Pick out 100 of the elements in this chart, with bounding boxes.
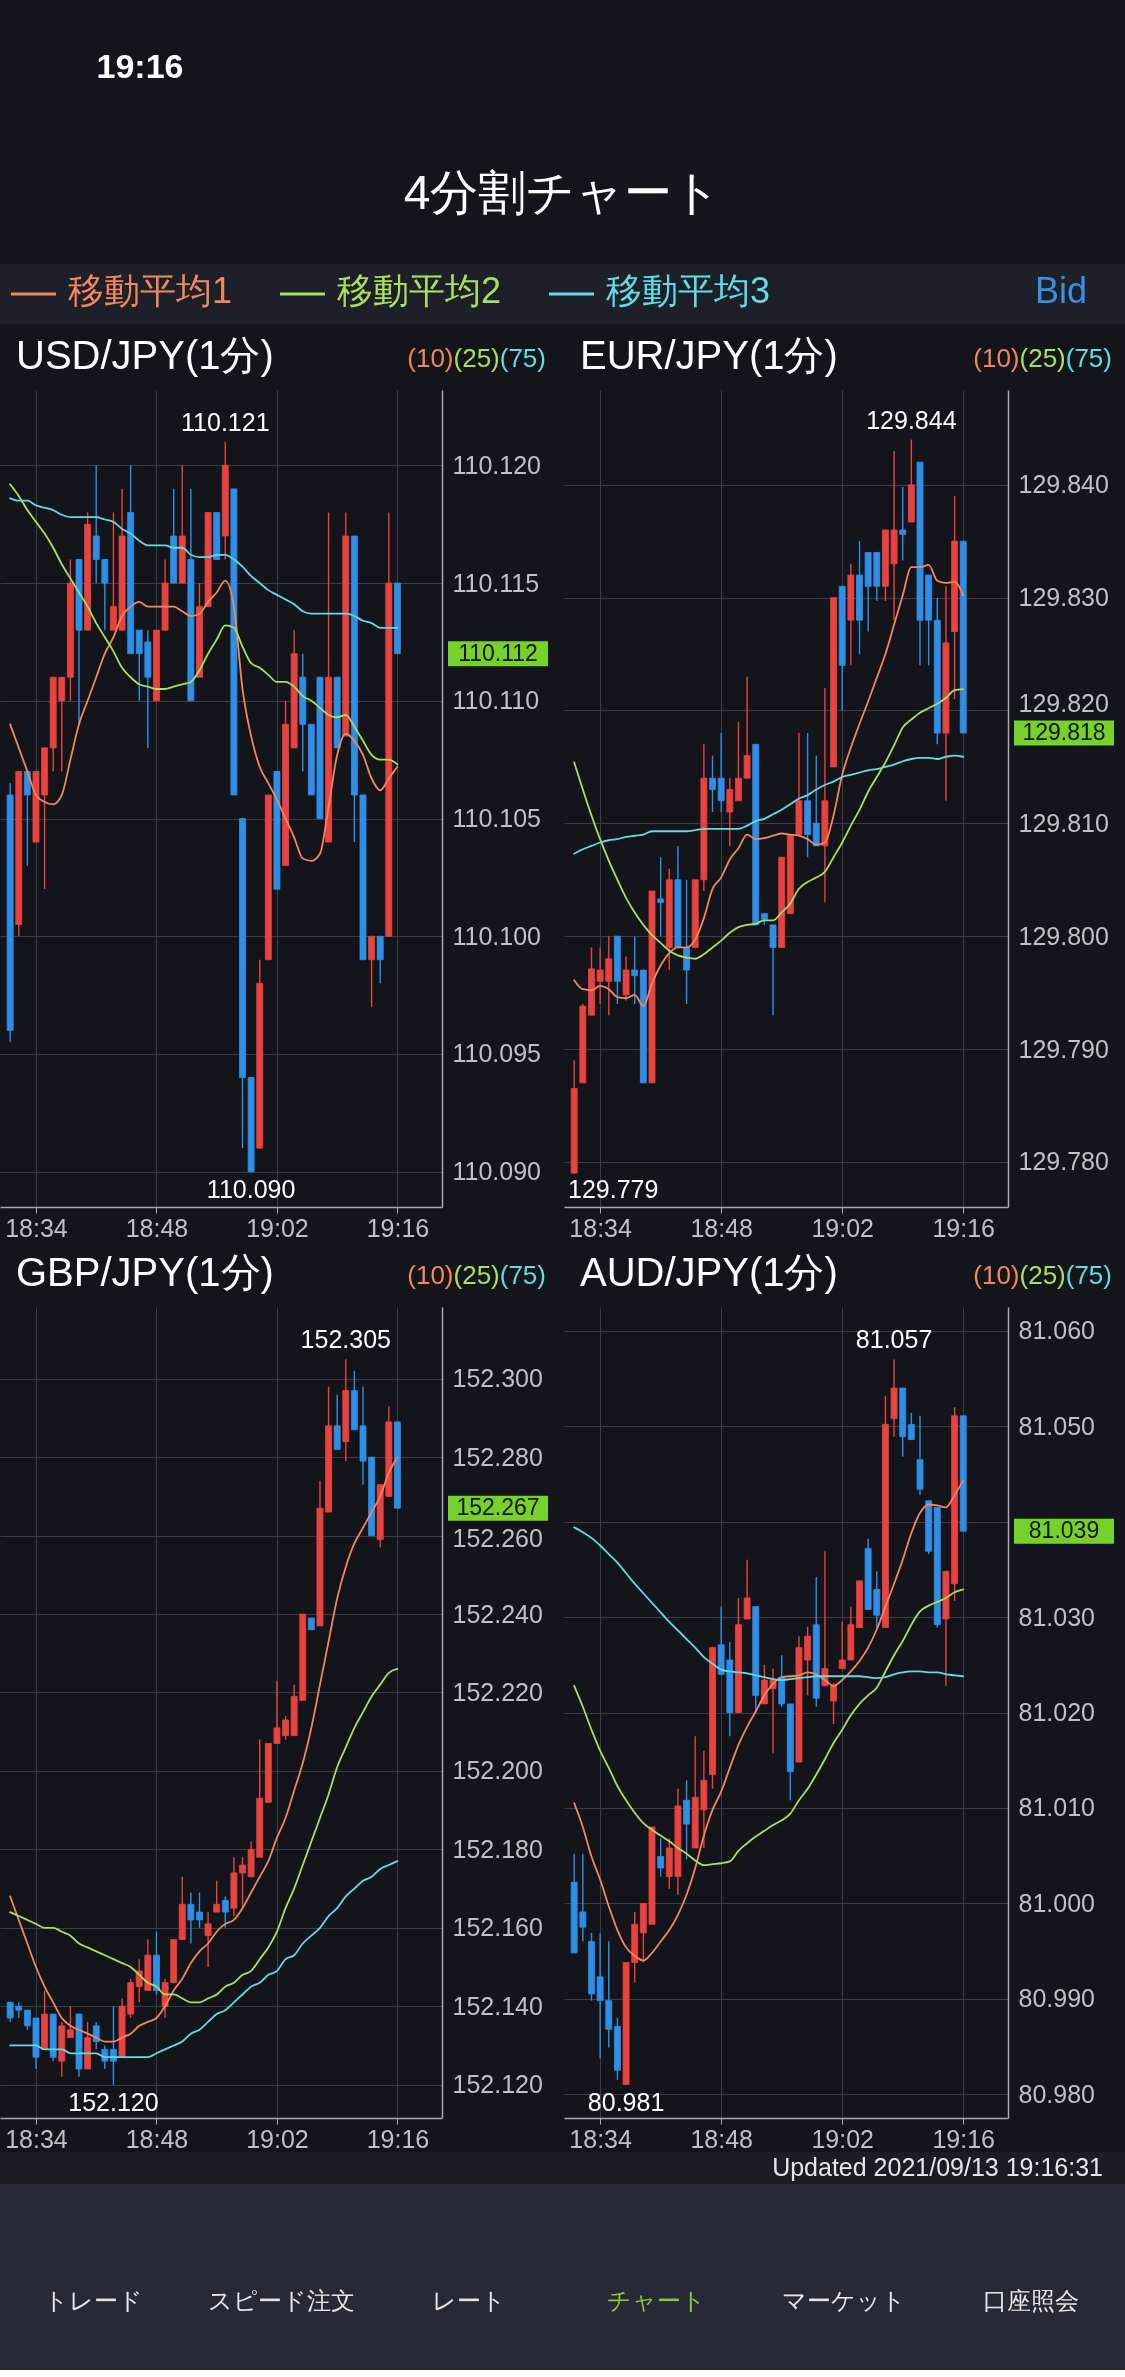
text: マーケット xyxy=(781,2287,906,2314)
y-tick-label: 129.810 xyxy=(1018,808,1109,837)
candlestick xyxy=(333,1393,341,1451)
legend-label: 移動平均2 xyxy=(337,270,502,311)
text: 4分割チャート xyxy=(403,166,722,219)
y-tick-label: 152.220 xyxy=(452,1678,543,1706)
annotation: 81.057 xyxy=(855,1325,933,1354)
candlestick xyxy=(23,770,31,867)
y-tick-label: 129.790 xyxy=(1018,1034,1109,1063)
text: Updated 2021/09/13 19:16:31 xyxy=(772,2153,1103,2181)
chart-title: GBP/JPY(1分) xyxy=(16,1250,274,1294)
y-tick-label: 80.980 xyxy=(1018,2079,1095,2108)
text: (10) xyxy=(407,1260,454,1290)
candlestick xyxy=(683,1779,690,1861)
legend-label: 移動平均3 xyxy=(606,270,771,311)
chart-title: EUR/JPY(1分) xyxy=(580,333,838,377)
x-tick-label: 18:48 xyxy=(125,2124,189,2153)
x-tick-label: 19:16 xyxy=(932,2124,996,2153)
text: 19:16 xyxy=(96,47,184,85)
chart-title: USD/JPY(1分) xyxy=(16,333,274,377)
line-series xyxy=(9,483,399,766)
annotation: 129.779 xyxy=(568,1175,659,1203)
text: (10) xyxy=(407,343,454,373)
x-tick-label: 18:34 xyxy=(569,1213,632,1242)
y-tick-label: 81.030 xyxy=(1018,1602,1095,1631)
legend-label: 移動平均1 xyxy=(68,270,233,311)
candlestick xyxy=(376,935,384,985)
y-tick-label: 81.050 xyxy=(1018,1411,1095,1440)
line-series xyxy=(573,564,965,1008)
y-tick-label: 152.240 xyxy=(452,1599,543,1628)
candlestick xyxy=(657,856,665,937)
candlestick xyxy=(657,1837,665,1878)
y-tick-label: 80.990 xyxy=(1018,1984,1095,2013)
x-tick-label: 19:02 xyxy=(246,1213,309,1242)
annotation: 110.112 xyxy=(458,639,538,666)
candlestick xyxy=(67,2005,74,2039)
candlestick xyxy=(769,924,777,1016)
candlestick xyxy=(204,1911,212,1968)
y-tick-label: 81.020 xyxy=(1018,1698,1095,1726)
candlestick xyxy=(683,879,690,1005)
annotation: 110.090 xyxy=(206,1174,296,1203)
y-tick-label: 110.120 xyxy=(452,450,542,479)
candlestick xyxy=(899,486,907,562)
candlestick xyxy=(726,777,734,847)
candlestick xyxy=(110,2005,117,2086)
y-tick-label: 110.095 xyxy=(452,1039,542,1068)
line-series xyxy=(9,579,399,862)
candlestick xyxy=(743,1559,751,1620)
annotation: 129.818 xyxy=(1022,719,1106,746)
x-tick-label: 18:48 xyxy=(125,1213,189,1242)
candlestick xyxy=(213,1880,221,1913)
annotation: 110.121 xyxy=(181,407,270,436)
y-tick-label: 129.830 xyxy=(1018,583,1109,612)
y-tick-label: 81.010 xyxy=(1018,1793,1095,1822)
candlestick xyxy=(907,1412,915,1441)
y-tick-label: 129.820 xyxy=(1018,688,1109,717)
text: チャート xyxy=(606,2287,706,2314)
x-tick-label: 19:02 xyxy=(246,2124,309,2153)
text: (75) xyxy=(1065,343,1112,373)
text: (25) xyxy=(1019,343,1066,373)
x-tick-label: 18:34 xyxy=(5,2124,68,2153)
y-tick-label: 110.115 xyxy=(452,568,540,597)
annotation: 152.267 xyxy=(456,1494,540,1521)
x-tick-label: 19:02 xyxy=(811,1213,874,1242)
text: (25) xyxy=(453,343,500,373)
x-tick-label: 18:48 xyxy=(690,2124,753,2153)
line-series xyxy=(573,1479,965,1962)
text: トレード xyxy=(44,2287,144,2314)
annotation: 152.120 xyxy=(68,2087,159,2116)
line-series xyxy=(9,1668,399,2004)
text: 口座照会 xyxy=(983,2287,1080,2314)
x-tick-label: 18:48 xyxy=(690,1213,753,1242)
candlestick xyxy=(717,732,725,813)
x-tick-label: 19:02 xyxy=(811,2124,874,2153)
candlestick xyxy=(221,1895,229,1929)
line-series xyxy=(573,754,965,855)
annotation: 81.039 xyxy=(1028,1517,1100,1544)
candlestick xyxy=(709,754,716,813)
text: (10) xyxy=(973,1260,1020,1290)
text: スピード注文 xyxy=(207,2287,355,2314)
text: (75) xyxy=(499,343,546,373)
candlestick xyxy=(830,1682,837,1725)
text: レート xyxy=(431,2287,506,2314)
y-tick-label: 129.780 xyxy=(1018,1147,1109,1176)
y-tick-label: 152.280 xyxy=(452,1442,543,1471)
y-tick-label: 152.200 xyxy=(452,1756,543,1785)
annotation: 129.844 xyxy=(866,405,957,434)
text: (25) xyxy=(453,1260,500,1290)
x-tick-label: 18:34 xyxy=(569,2124,632,2153)
x-tick-label: 19:16 xyxy=(366,2124,430,2153)
x-tick-label: 18:34 xyxy=(5,1213,68,1242)
y-tick-label: 152.180 xyxy=(452,1834,543,1863)
line-series xyxy=(9,497,399,629)
candlestick xyxy=(368,935,375,1008)
y-tick-label: 81.060 xyxy=(1018,1316,1095,1345)
text: (75) xyxy=(1065,1260,1112,1290)
x-tick-label: 19:16 xyxy=(932,1213,996,1242)
text: (10) xyxy=(973,343,1020,373)
y-tick-label: 110.105 xyxy=(452,804,542,833)
candlestick xyxy=(812,754,820,847)
